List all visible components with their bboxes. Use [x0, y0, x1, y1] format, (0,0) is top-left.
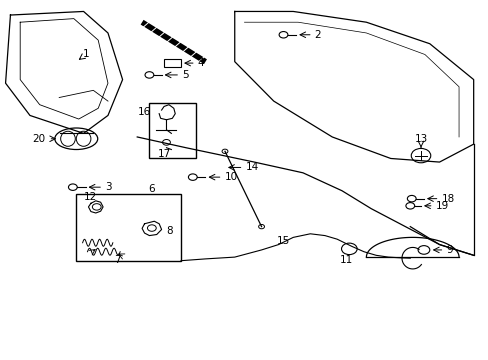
Text: 11: 11 — [340, 255, 353, 265]
Ellipse shape — [61, 131, 75, 146]
Circle shape — [162, 139, 170, 145]
Text: 13: 13 — [413, 134, 427, 144]
Circle shape — [341, 243, 356, 255]
Text: 18: 18 — [441, 194, 454, 204]
Circle shape — [92, 204, 101, 210]
Text: 10: 10 — [224, 172, 237, 182]
Circle shape — [222, 149, 227, 153]
Circle shape — [407, 195, 415, 202]
Bar — [163, 59, 181, 67]
Text: 7: 7 — [114, 255, 121, 265]
Text: 6: 6 — [148, 184, 155, 194]
Text: 20: 20 — [32, 134, 45, 144]
Ellipse shape — [55, 128, 98, 149]
Circle shape — [188, 174, 197, 180]
Ellipse shape — [76, 131, 91, 146]
Circle shape — [147, 225, 156, 231]
Text: 17: 17 — [157, 149, 170, 159]
Circle shape — [279, 32, 287, 38]
Circle shape — [410, 148, 430, 163]
Text: 16: 16 — [137, 107, 151, 117]
Bar — [149, 103, 195, 158]
Text: 8: 8 — [166, 226, 173, 236]
Circle shape — [68, 184, 77, 190]
Text: 2: 2 — [314, 30, 321, 40]
Text: 5: 5 — [182, 70, 188, 80]
Text: 19: 19 — [435, 201, 448, 211]
Circle shape — [145, 72, 154, 78]
Bar — [76, 194, 181, 261]
Text: 9: 9 — [446, 245, 452, 255]
Text: 14: 14 — [245, 162, 258, 172]
Text: 15: 15 — [276, 236, 289, 246]
Circle shape — [417, 246, 429, 254]
Text: 3: 3 — [105, 182, 111, 192]
Text: 12: 12 — [84, 192, 97, 202]
Circle shape — [258, 225, 264, 229]
Text: 4: 4 — [197, 58, 204, 68]
Circle shape — [405, 203, 414, 209]
Text: 1: 1 — [82, 49, 89, 59]
